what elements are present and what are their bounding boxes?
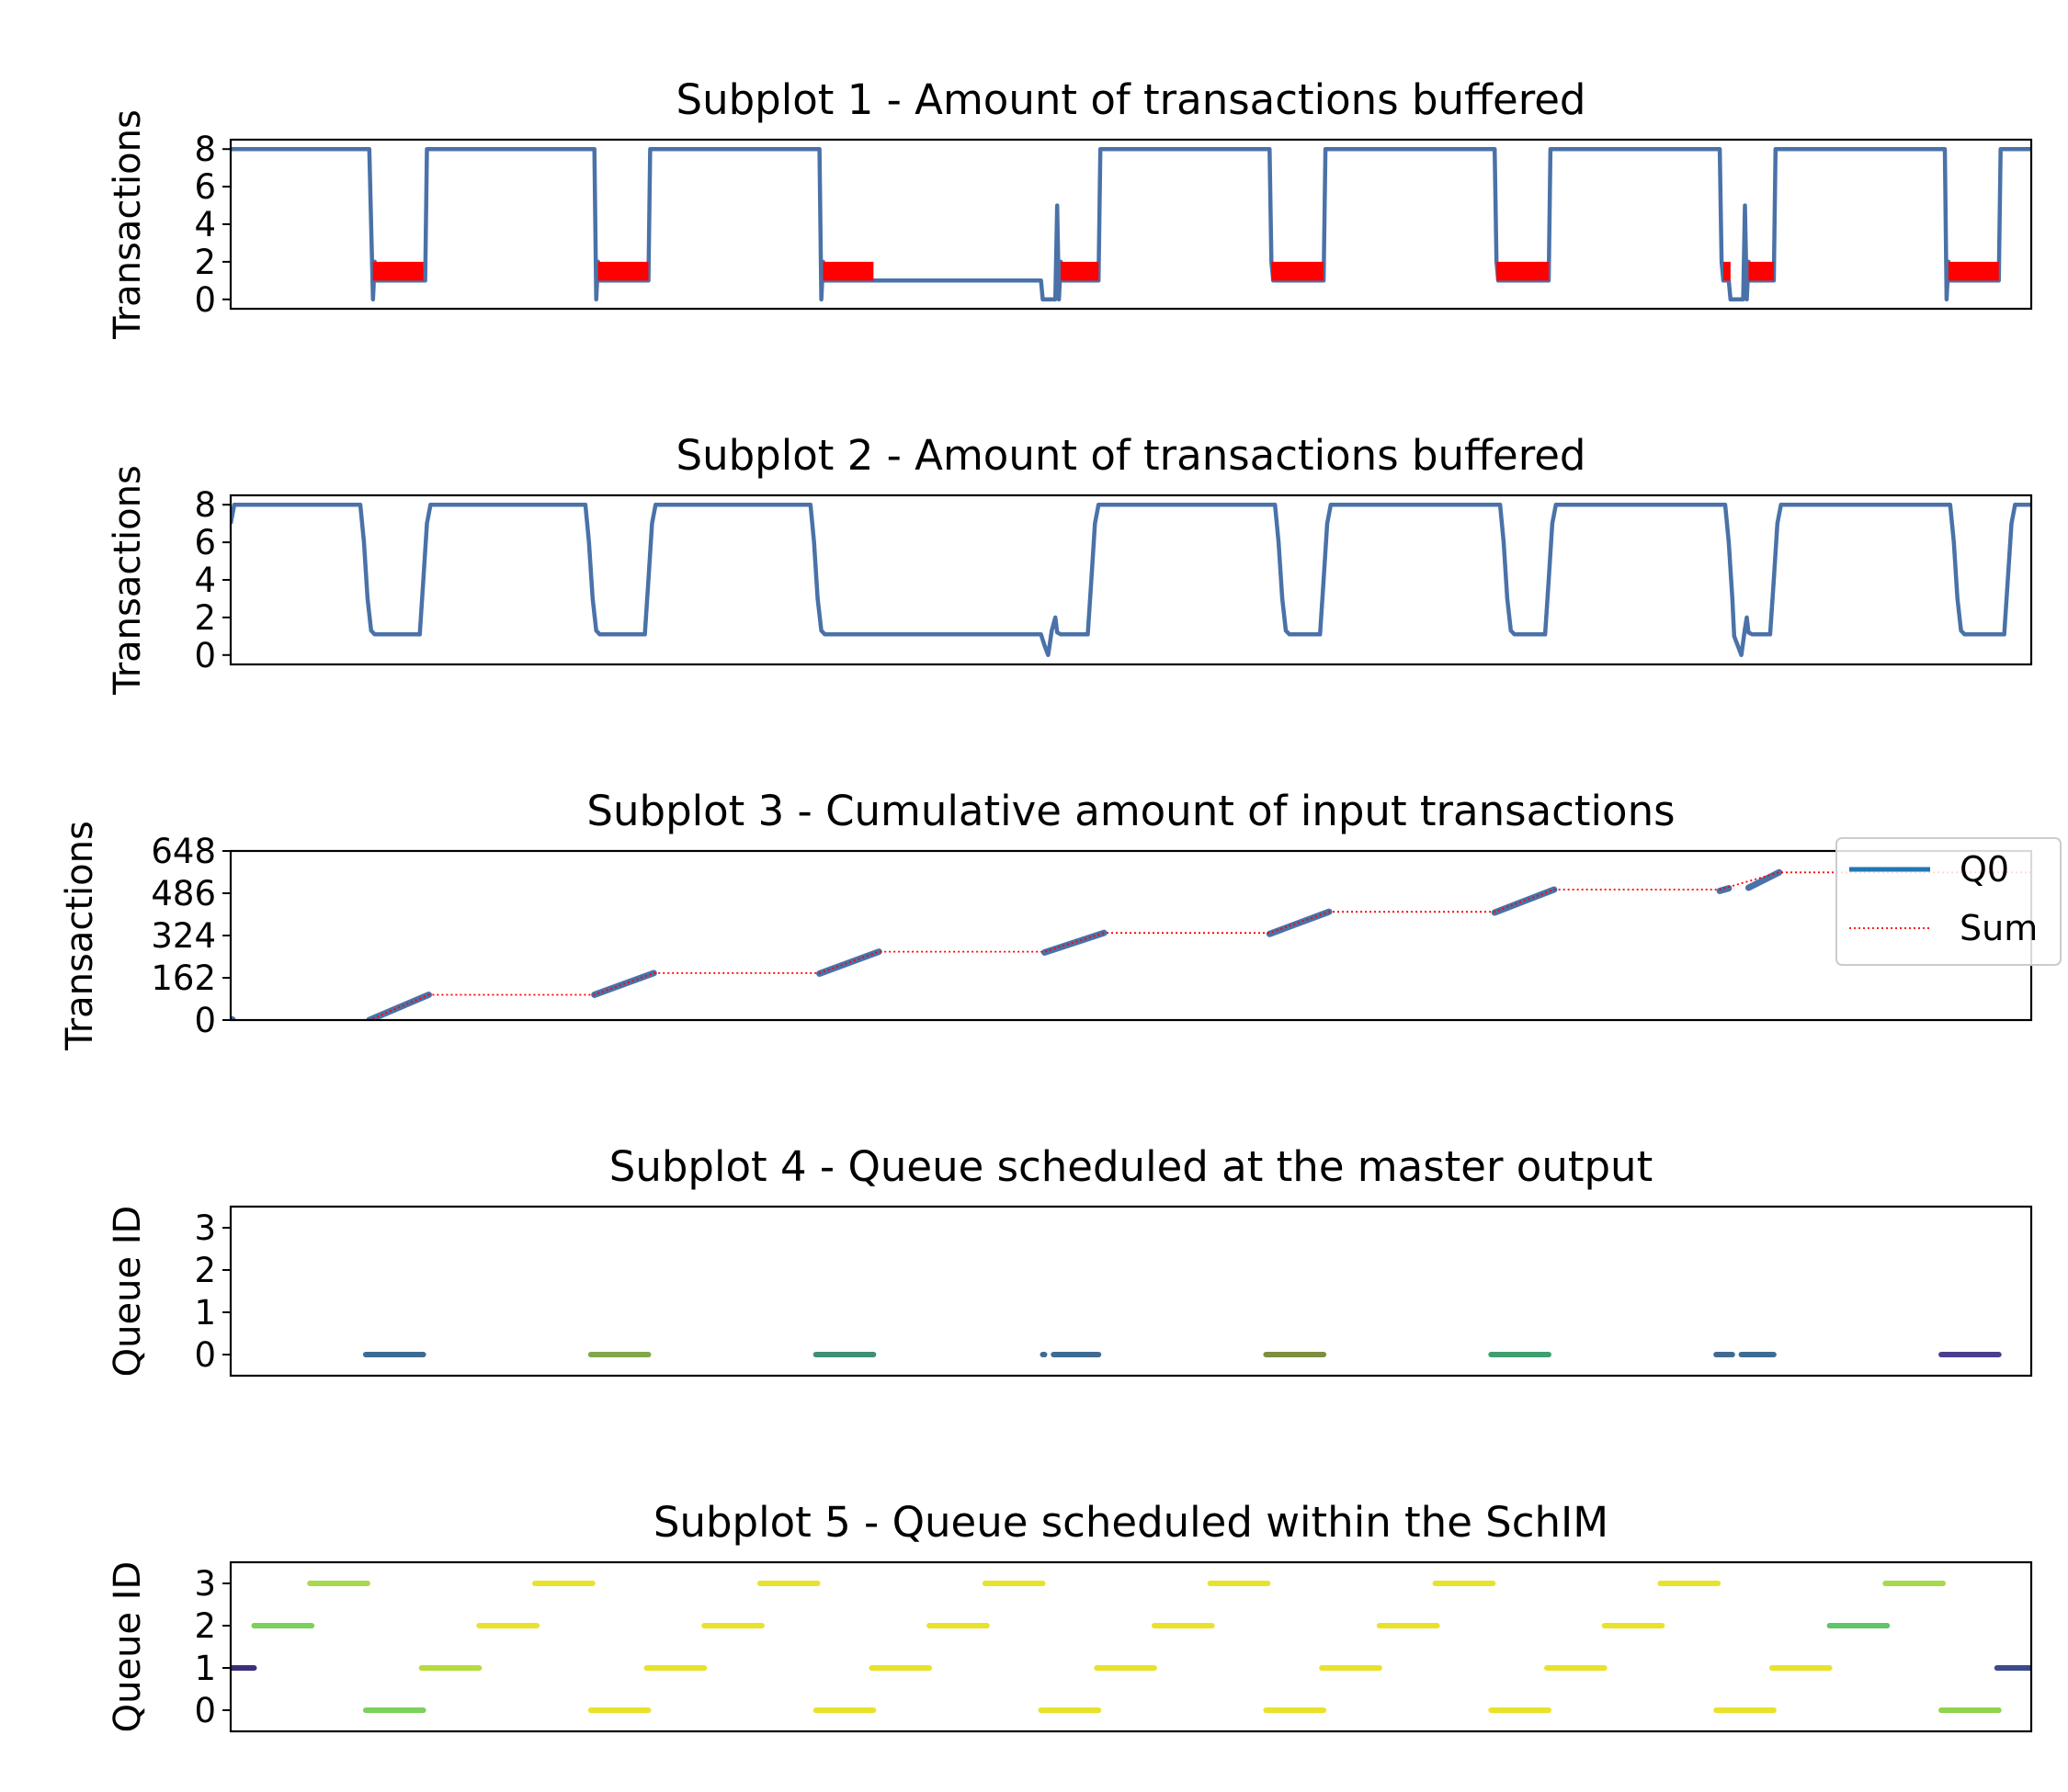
y-tick-label: 6 — [194, 523, 216, 562]
y-tick-label: 0 — [194, 280, 216, 320]
y-tick-label: 2 — [194, 598, 216, 638]
y-tick-label: 0 — [194, 1335, 216, 1375]
subplot-1: Subplot 1 - Amount of transactions buffe… — [107, 75, 2033, 340]
y-tick-label: 3 — [194, 1564, 216, 1604]
y-tick-label: 4 — [194, 205, 216, 244]
buffer-band — [823, 261, 874, 281]
y-tick-label: 2 — [194, 1251, 216, 1290]
buffer-band — [1948, 261, 1999, 281]
y-tick-label: 0 — [194, 1001, 216, 1040]
data-layer — [231, 868, 2031, 1020]
subplot-2: Subplot 2 - Amount of transactions buffe… — [107, 431, 2033, 696]
series-line — [231, 502, 2031, 658]
y-tick-label: 162 — [151, 958, 216, 998]
subplot-title: Subplot 3 - Cumulative amount of input t… — [586, 787, 1675, 835]
y-tick-label: 324 — [151, 916, 216, 956]
series-segment — [1744, 868, 1783, 891]
subplot-4: Subplot 4 - Queue scheduled at the maste… — [107, 1142, 2033, 1378]
y-axis-label: Queue ID — [107, 1561, 149, 1733]
subplots: Subplot 1 - Amount of transactions buffe… — [59, 75, 2062, 1733]
buffer-band — [1723, 261, 1731, 281]
y-tick-label: 0 — [194, 636, 216, 675]
legend: Q0 Sum — [1835, 837, 2062, 966]
y-tick-label: 1 — [194, 1293, 216, 1333]
y-axis-label: Queue ID — [107, 1206, 149, 1378]
y-tick-label: 4 — [194, 561, 216, 600]
y-tick-label: 6 — [194, 167, 216, 207]
axes-frame — [229, 1560, 2033, 1733]
data-layer — [231, 1581, 2031, 1713]
data-layer — [231, 502, 2031, 658]
buffer-band — [597, 261, 649, 281]
y-tick-label: 2 — [194, 1606, 216, 1646]
buffer-band — [1061, 261, 1099, 281]
y-tick-label: 648 — [151, 832, 216, 871]
y-axis-label: Transactions — [107, 465, 149, 696]
subplot-3: Subplot 3 - Cumulative amount of input t… — [59, 787, 2062, 1051]
buffer-band — [1496, 261, 1549, 281]
y-tick-label: 1 — [194, 1649, 216, 1688]
subplot-title: Subplot 5 - Queue scheduled within the S… — [653, 1498, 1608, 1547]
y-axis-label: Transactions — [107, 109, 149, 340]
y-tick-label: 0 — [194, 1691, 216, 1730]
subplot-5: Subplot 5 - Queue scheduled within the S… — [107, 1498, 2033, 1733]
subplot-title: Subplot 2 - Amount of transactions buffe… — [676, 431, 1586, 480]
subplot-title: Subplot 1 - Amount of transactions buffe… — [676, 75, 1586, 124]
buffer-band — [372, 261, 424, 281]
series-segment — [1716, 885, 1733, 894]
legend-label: Q0 — [1960, 849, 2009, 890]
y-tick-label: 8 — [194, 485, 216, 525]
y-tick-label: 8 — [194, 130, 216, 169]
y-tick-label: 3 — [194, 1208, 216, 1248]
data-layer — [231, 146, 2031, 302]
y-tick-label: 486 — [151, 874, 216, 913]
axes-frame — [229, 1205, 2033, 1378]
y-axis-label: Transactions — [59, 821, 101, 1051]
y-tick-label: 2 — [194, 243, 216, 282]
buffer-band — [1271, 261, 1324, 281]
legend-label: Sum — [1960, 908, 2038, 948]
buffer-band — [1748, 261, 1774, 281]
series-sum-line — [231, 871, 2031, 1020]
subplot-title: Subplot 4 - Queue scheduled at the maste… — [609, 1142, 1653, 1191]
